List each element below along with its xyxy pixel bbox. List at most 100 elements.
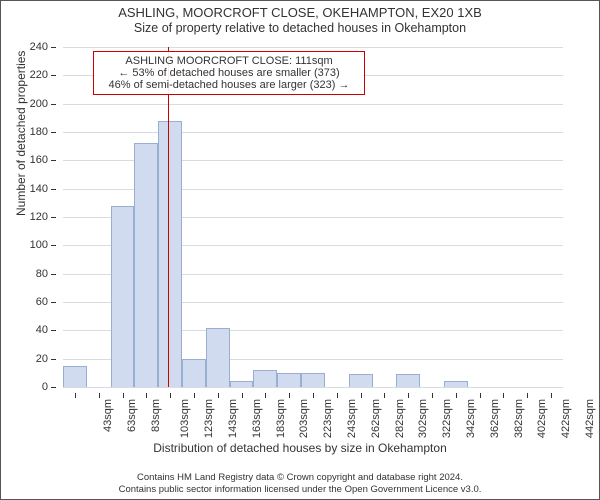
x-tick xyxy=(313,393,314,398)
y-tick-label: 200 xyxy=(30,98,48,110)
grid-line xyxy=(63,132,563,133)
y-tick xyxy=(51,47,56,48)
x-tick-label: 43sqm xyxy=(102,399,114,432)
histogram-bar xyxy=(277,373,301,387)
x-tick-label: 143sqm xyxy=(227,399,239,438)
x-tick xyxy=(527,393,528,398)
histogram-bar xyxy=(349,374,373,387)
y-tick-label: 40 xyxy=(36,324,48,336)
x-tick xyxy=(99,393,100,398)
y-tick xyxy=(51,75,56,76)
y-tick xyxy=(51,132,56,133)
grid-line xyxy=(63,387,563,388)
x-tick xyxy=(503,393,504,398)
y-tick-label: 100 xyxy=(30,239,48,251)
x-tick xyxy=(480,393,481,398)
histogram-bar xyxy=(444,381,468,387)
x-tick xyxy=(170,393,171,398)
x-tick-label: 63sqm xyxy=(126,399,138,432)
y-tick-label: 160 xyxy=(30,154,48,166)
y-tick xyxy=(51,160,56,161)
histogram-bar xyxy=(182,359,206,387)
title-main: ASHLING, MOORCROFT CLOSE, OKEHAMPTON, EX… xyxy=(1,5,599,20)
page-root: ASHLING, MOORCROFT CLOSE, OKEHAMPTON, EX… xyxy=(0,0,600,500)
x-tick-label: 282sqm xyxy=(394,399,406,438)
footer-line2: Contains public sector information licen… xyxy=(1,484,599,496)
x-tick-label: 422sqm xyxy=(560,399,572,438)
x-tick xyxy=(265,393,266,398)
y-tick xyxy=(51,189,56,190)
histogram-bar xyxy=(253,370,277,387)
x-tick-label: 183sqm xyxy=(275,399,287,438)
x-tick xyxy=(408,393,409,398)
x-tick xyxy=(123,393,124,398)
x-tick xyxy=(289,393,290,398)
footer-line1: Contains HM Land Registry data © Crown c… xyxy=(1,472,599,484)
x-tick-label: 243sqm xyxy=(346,399,358,438)
x-tick xyxy=(384,393,385,398)
y-tick-label: 220 xyxy=(30,69,48,81)
x-tick-label: 123sqm xyxy=(203,399,215,438)
x-tick-label: 302sqm xyxy=(418,399,430,438)
x-tick-label: 203sqm xyxy=(299,399,311,438)
x-tick xyxy=(456,393,457,398)
x-tick xyxy=(551,393,552,398)
annotation-box: ASHLING MOORCROFT CLOSE: 111sqm ← 53% of… xyxy=(93,51,365,95)
chart: 020406080100120140160180200220240 43sqm6… xyxy=(63,47,563,387)
y-tick xyxy=(51,274,56,275)
y-tick xyxy=(51,359,56,360)
x-tick-label: 442sqm xyxy=(584,399,596,438)
x-tick-label: 322sqm xyxy=(441,399,453,438)
grid-line xyxy=(63,47,563,48)
title-sub: Size of property relative to detached ho… xyxy=(1,21,599,35)
y-tick xyxy=(51,217,56,218)
x-tick-label: 362sqm xyxy=(489,399,501,438)
histogram-bar xyxy=(396,374,420,387)
y-tick-label: 80 xyxy=(36,268,48,280)
histogram-bar xyxy=(111,206,135,387)
x-tick xyxy=(242,393,243,398)
property-marker-line xyxy=(168,47,169,387)
annotation-line3: 46% of semi-detached houses are larger (… xyxy=(100,79,358,91)
x-tick-label: 262sqm xyxy=(370,399,382,438)
y-axis-title: Number of detached properties xyxy=(14,51,28,216)
x-tick-label: 103sqm xyxy=(179,399,191,438)
x-tick-label: 402sqm xyxy=(537,399,549,438)
x-tick xyxy=(146,393,147,398)
footer: Contains HM Land Registry data © Crown c… xyxy=(1,472,599,496)
x-tick xyxy=(75,393,76,398)
x-tick-label: 163sqm xyxy=(251,399,263,438)
x-tick xyxy=(194,393,195,398)
histogram-bar xyxy=(301,373,325,387)
y-tick-label: 180 xyxy=(30,126,48,138)
x-tick-label: 83sqm xyxy=(150,399,162,432)
x-tick-label: 342sqm xyxy=(465,399,477,438)
x-tick xyxy=(432,393,433,398)
histogram-bar xyxy=(63,366,87,387)
y-tick-label: 0 xyxy=(42,381,48,393)
y-tick-label: 20 xyxy=(36,353,48,365)
y-tick-label: 140 xyxy=(30,183,48,195)
grid-line xyxy=(63,104,563,105)
histogram-bar xyxy=(158,121,182,387)
x-tick-label: 382sqm xyxy=(513,399,525,438)
x-tick xyxy=(361,393,362,398)
plot-area xyxy=(63,47,563,387)
y-tick-label: 120 xyxy=(30,211,48,223)
annotation-line1: ASHLING MOORCROFT CLOSE: 111sqm xyxy=(100,55,358,67)
y-tick-label: 60 xyxy=(36,296,48,308)
x-axis-title: Distribution of detached houses by size … xyxy=(1,441,599,455)
histogram-bar xyxy=(206,328,230,388)
y-tick xyxy=(51,330,56,331)
x-tick xyxy=(218,393,219,398)
annotation-line2: ← 53% of detached houses are smaller (37… xyxy=(100,67,358,79)
y-tick xyxy=(51,245,56,246)
histogram-bar xyxy=(230,381,254,387)
title-block: ASHLING, MOORCROFT CLOSE, OKEHAMPTON, EX… xyxy=(1,1,599,35)
y-tick xyxy=(51,302,56,303)
histogram-bar xyxy=(134,143,158,387)
x-tick-label: 223sqm xyxy=(322,399,334,438)
y-tick-label: 240 xyxy=(30,41,48,53)
y-tick xyxy=(51,104,56,105)
y-tick xyxy=(51,387,56,388)
